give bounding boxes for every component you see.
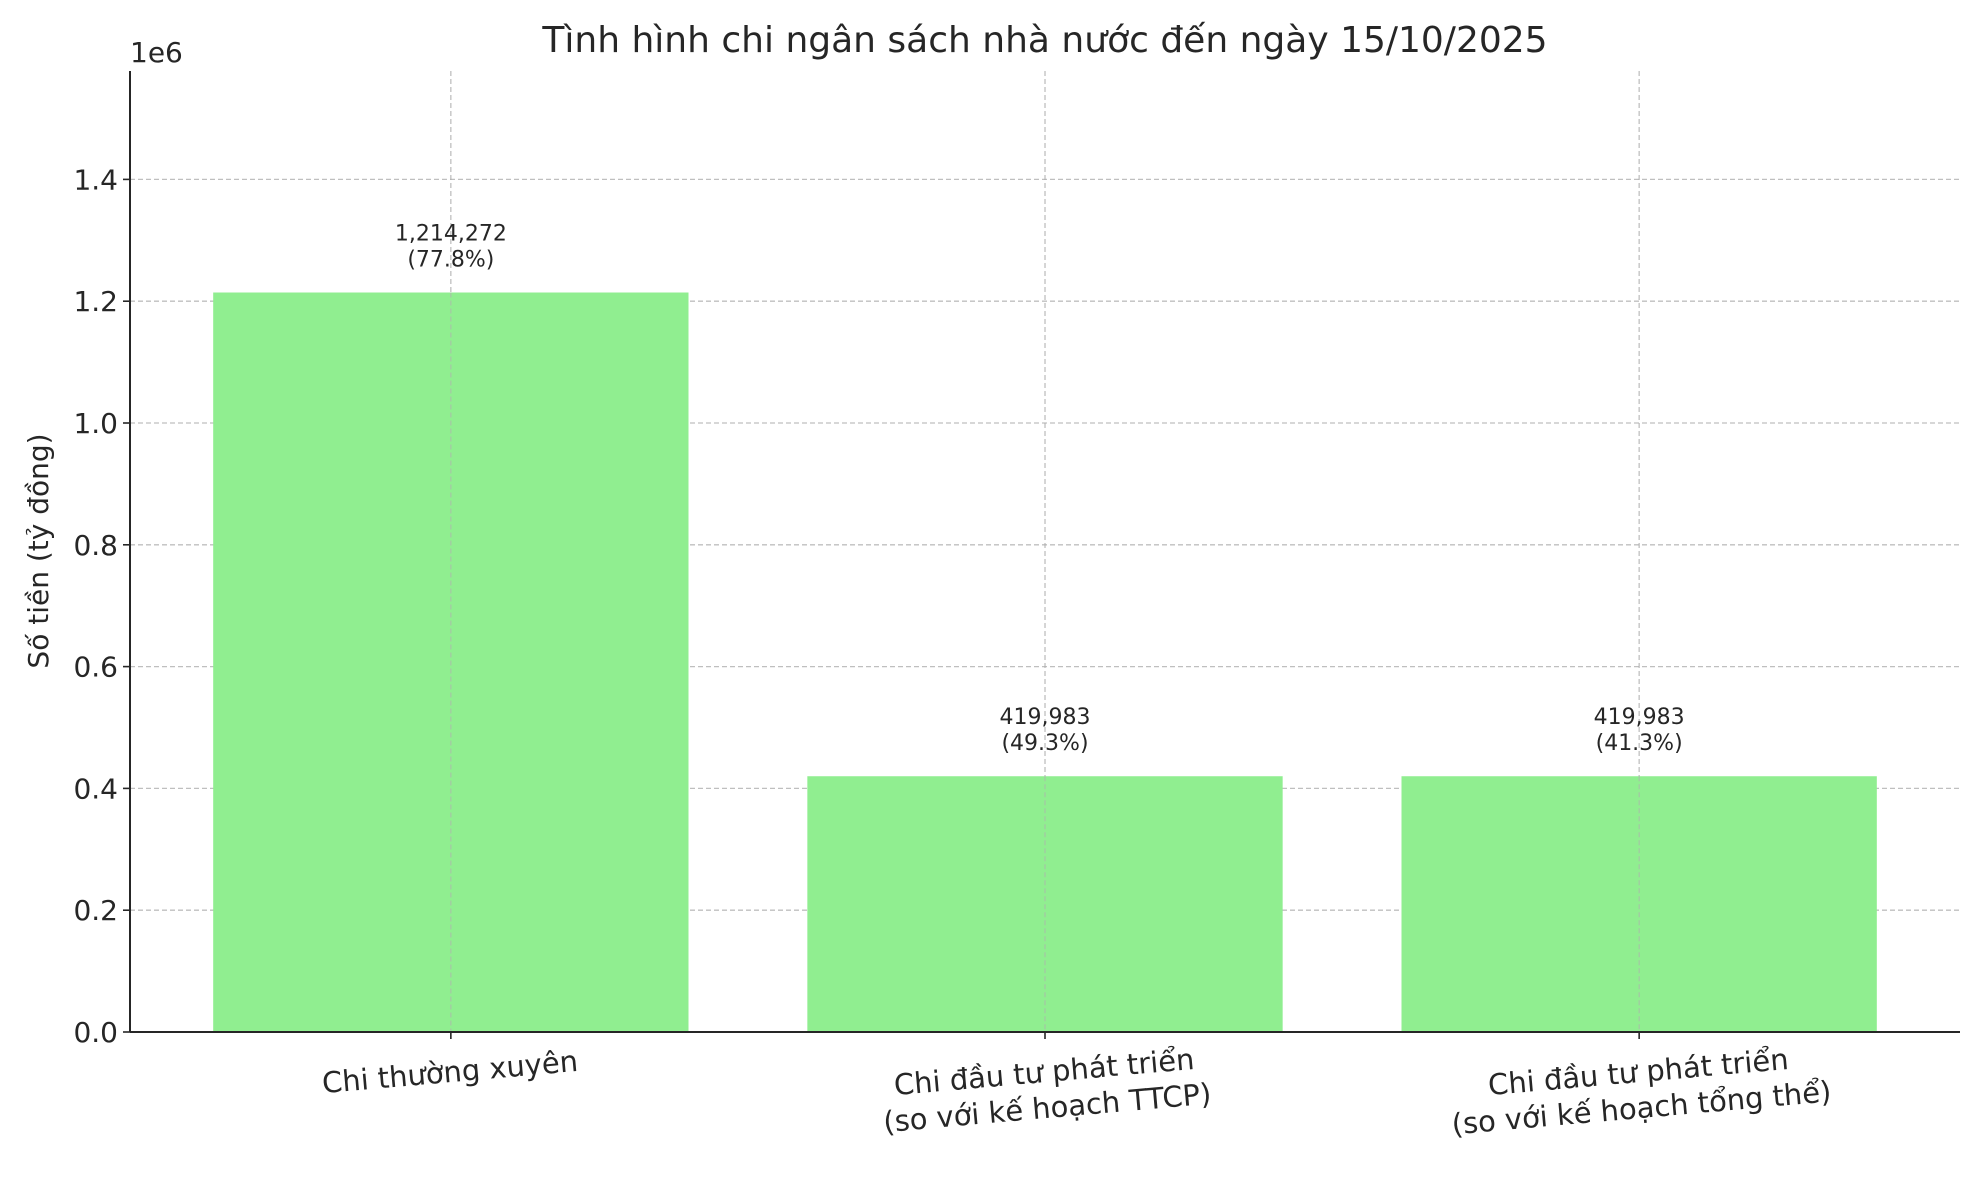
data-label: (77.8%)	[407, 248, 494, 273]
y-tick-label: 0.6	[73, 651, 118, 684]
y-axis-label: Số tiền (tỷ đồng)	[22, 433, 55, 668]
data-label: (41.3%)	[1596, 731, 1683, 756]
y-tick-label: 1.2	[73, 285, 118, 318]
y-offset-label: 1e6	[130, 36, 183, 69]
data-label: 1,214,272	[395, 222, 507, 247]
y-tick-label: 0.2	[73, 894, 118, 927]
y-tick-label: 0.0	[73, 1016, 118, 1049]
y-tick-label: 1.4	[73, 163, 118, 196]
data-label: 419,983	[1000, 705, 1091, 730]
x-tick-label: Chi đầu tư phát triển(so với kế hoạch tổ…	[1450, 1042, 1832, 1141]
chart-title: Tình hình chi ngân sách nhà nước đến ngà…	[541, 20, 1547, 61]
data-label: 419,983	[1594, 705, 1685, 730]
x-tick-label-line: Chi thường xuyên	[321, 1044, 580, 1100]
y-tick-label: 0.4	[73, 772, 118, 805]
y-tick-label: 1.0	[73, 407, 118, 440]
x-tick-label: Chi đầu tư phát triển(so với kế hoạch TT…	[882, 1042, 1213, 1139]
x-tick-label: Chi thường xuyên	[321, 1044, 580, 1100]
y-tick-label: 0.8	[73, 529, 118, 562]
data-label: (49.3%)	[1001, 731, 1088, 756]
